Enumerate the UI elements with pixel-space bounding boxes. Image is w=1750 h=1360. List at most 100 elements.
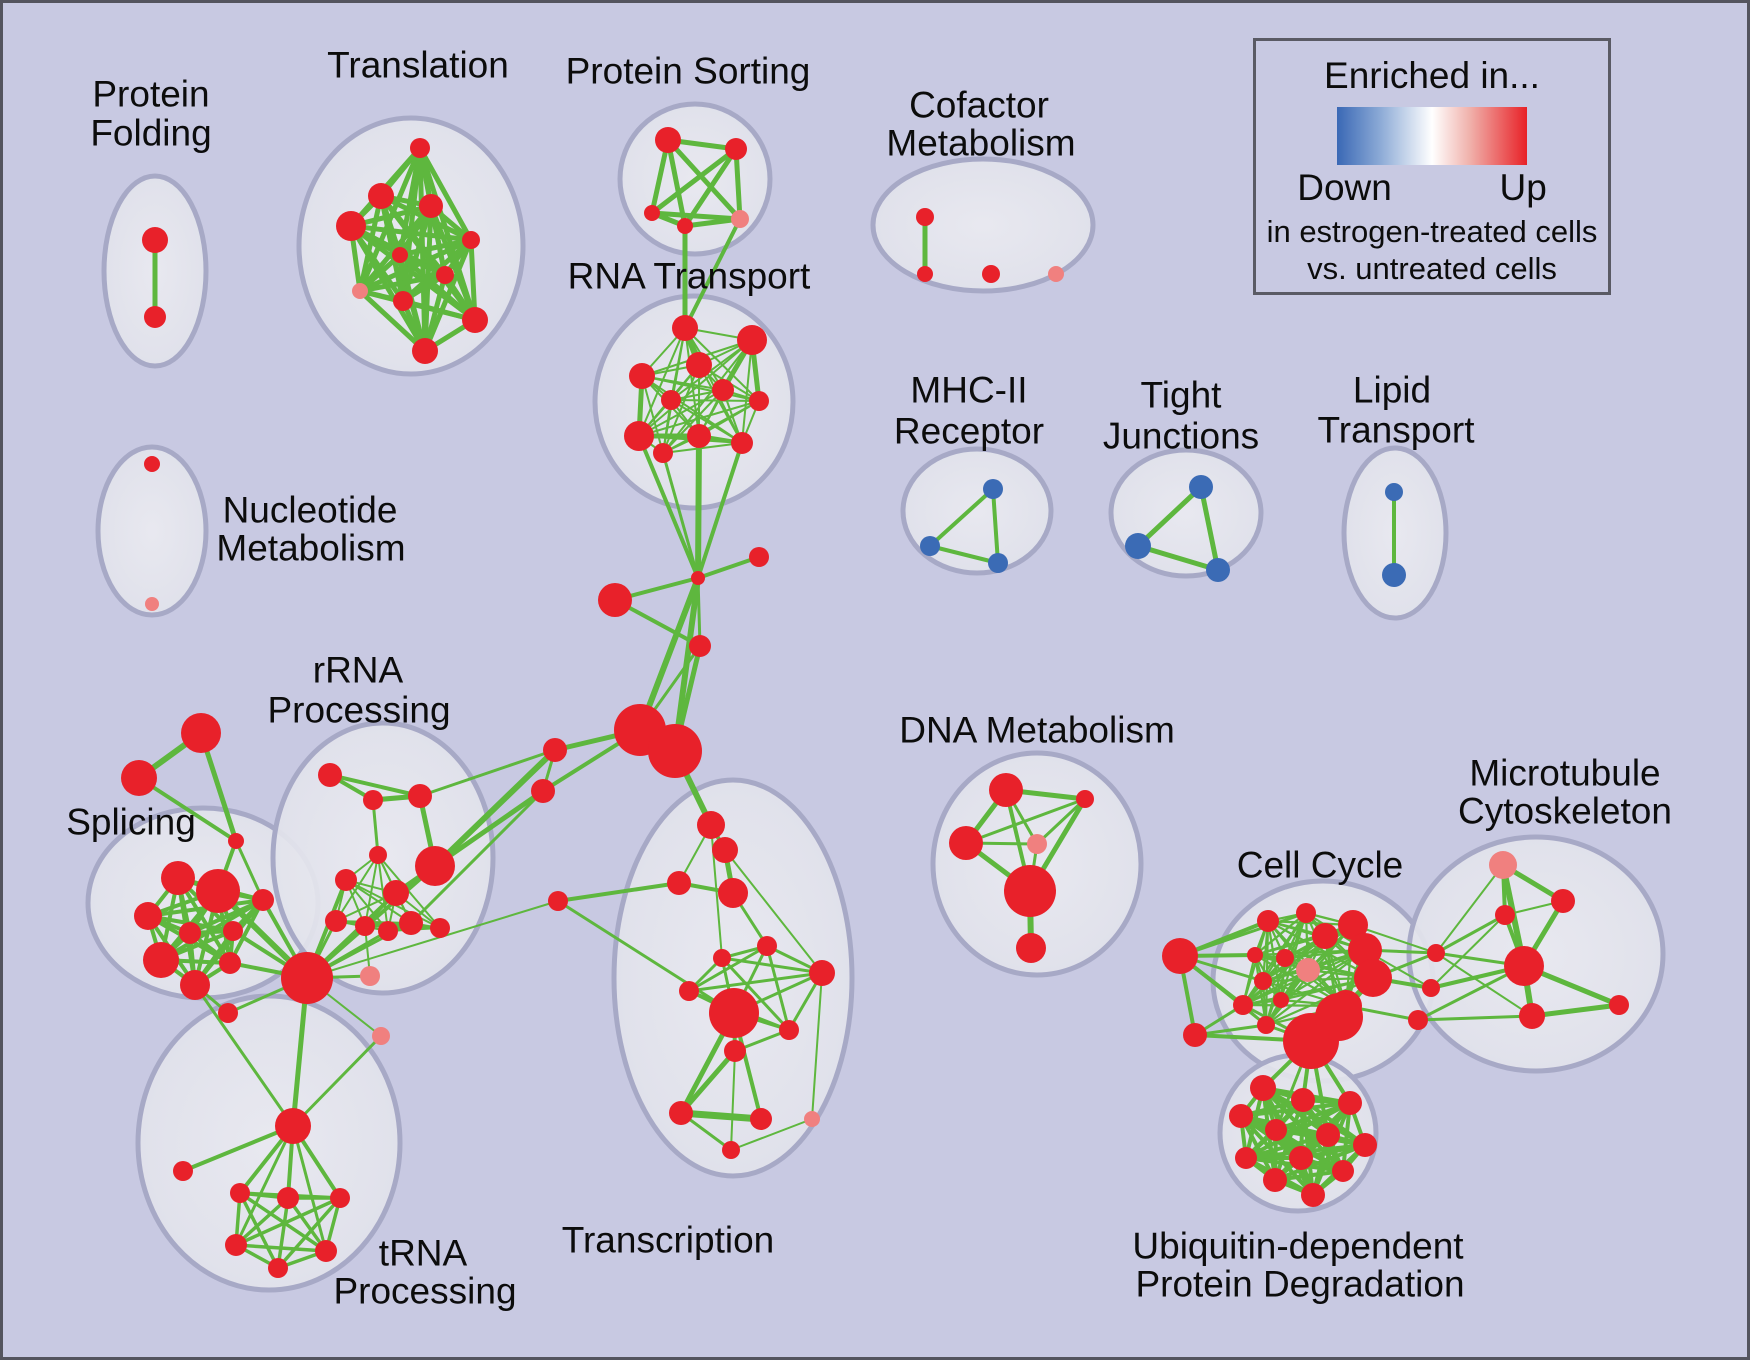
node-d6[interactable] [1016,933,1046,963]
node-f1[interactable] [916,208,934,226]
node-cL[interactable] [1162,938,1198,974]
node-f2[interactable] [917,266,933,282]
node-w1[interactable] [230,1183,250,1203]
node-p7[interactable] [180,970,210,1000]
node-wi[interactable] [173,1161,193,1181]
node-c3[interactable] [749,547,769,567]
node-v1[interactable] [712,837,738,863]
node-u3[interactable] [1338,1091,1362,1115]
node-q14[interactable] [372,1027,390,1045]
node-v5[interactable] [757,936,777,956]
node-t8[interactable] [352,283,368,299]
node-w5[interactable] [315,1240,337,1262]
node-ch[interactable] [1233,995,1253,1015]
node-tl[interactable] [548,891,568,911]
node-m3[interactable] [988,553,1008,573]
node-q11[interactable] [399,911,423,935]
node-c2[interactable] [598,583,632,617]
node-j2[interactable] [1422,979,1440,997]
node-t4[interactable] [419,194,443,218]
node-q8[interactable] [325,910,347,932]
node-v7[interactable] [679,981,699,1001]
node-s2[interactable] [725,138,747,160]
node-r8[interactable] [624,421,654,451]
node-v3[interactable] [718,878,748,908]
node-cS[interactable] [1183,1023,1207,1047]
node-w0[interactable] [275,1108,311,1144]
node-w3[interactable] [330,1188,350,1208]
node-M6[interactable] [1609,995,1629,1015]
node-j1[interactable] [1427,944,1445,962]
node-v12[interactable] [804,1111,820,1127]
node-u11[interactable] [1263,1168,1287,1192]
node-p5[interactable] [223,921,243,941]
node-v0[interactable] [697,811,725,839]
node-cd[interactable] [1276,949,1294,967]
node-q1[interactable] [318,763,342,787]
node-cb[interactable] [1296,903,1316,923]
node-d3[interactable] [949,826,983,860]
node-v11[interactable] [750,1108,772,1130]
node-x1[interactable] [181,713,221,753]
node-f3[interactable] [982,265,1000,283]
node-q9[interactable] [355,916,375,936]
node-s1[interactable] [655,127,681,153]
node-u4[interactable] [1229,1104,1253,1128]
node-d5[interactable] [1004,865,1056,917]
node-u5[interactable] [1265,1119,1287,1141]
node-t1[interactable] [410,138,430,158]
node-f4[interactable] [1048,266,1064,282]
node-q13[interactable] [360,966,380,986]
node-ca[interactable] [1257,910,1279,932]
node-cc[interactable] [1247,947,1263,963]
node-M1[interactable] [1489,851,1517,879]
node-r10[interactable] [731,432,753,454]
node-ck[interactable] [1338,910,1368,940]
node-u12[interactable] [1301,1183,1325,1207]
node-g3[interactable] [1206,558,1230,582]
node-d1[interactable] [989,773,1023,807]
node-cg[interactable] [1273,992,1289,1008]
node-s5[interactable] [731,210,749,228]
node-l2[interactable] [1382,563,1406,587]
node-u10[interactable] [1332,1160,1354,1182]
node-x3[interactable] [228,833,244,849]
node-m2[interactable] [920,536,940,556]
node-w2[interactable] [277,1187,299,1209]
node-u9[interactable] [1289,1146,1313,1170]
node-M2[interactable] [1551,889,1575,913]
node-v8[interactable] [779,1020,799,1040]
node-v9[interactable] [724,1040,746,1062]
node-v10[interactable] [669,1101,693,1125]
node-j3[interactable] [1408,1010,1428,1030]
node-cf[interactable] [1254,972,1272,990]
node-v2[interactable] [667,871,691,895]
node-t6[interactable] [392,247,408,263]
node-t10[interactable] [462,307,488,333]
node-g2[interactable] [1125,533,1151,559]
node-p4[interactable] [179,922,201,944]
node-c4[interactable] [689,635,711,657]
node-M5[interactable] [1519,1003,1545,1029]
node-v4[interactable] [713,949,731,967]
node-r7[interactable] [749,391,769,411]
node-u6[interactable] [1316,1123,1340,1147]
node-pf1[interactable] [142,227,168,253]
node-p1[interactable] [161,861,195,895]
node-t5[interactable] [462,231,480,249]
node-q3[interactable] [408,784,432,808]
node-r9[interactable] [687,424,711,448]
node-G2[interactable] [1315,993,1363,1041]
node-t7[interactable] [436,266,454,284]
node-cj[interactable] [1312,923,1338,949]
node-c1[interactable] [691,571,705,585]
node-q5[interactable] [335,869,357,891]
node-q2[interactable] [363,790,383,810]
node-h2[interactable] [648,724,702,778]
node-x2[interactable] [121,760,157,796]
node-b1[interactable] [543,738,567,762]
node-u7[interactable] [1353,1133,1377,1157]
node-u8[interactable] [1235,1147,1257,1169]
node-r3[interactable] [629,363,655,389]
node-p8[interactable] [219,952,241,974]
